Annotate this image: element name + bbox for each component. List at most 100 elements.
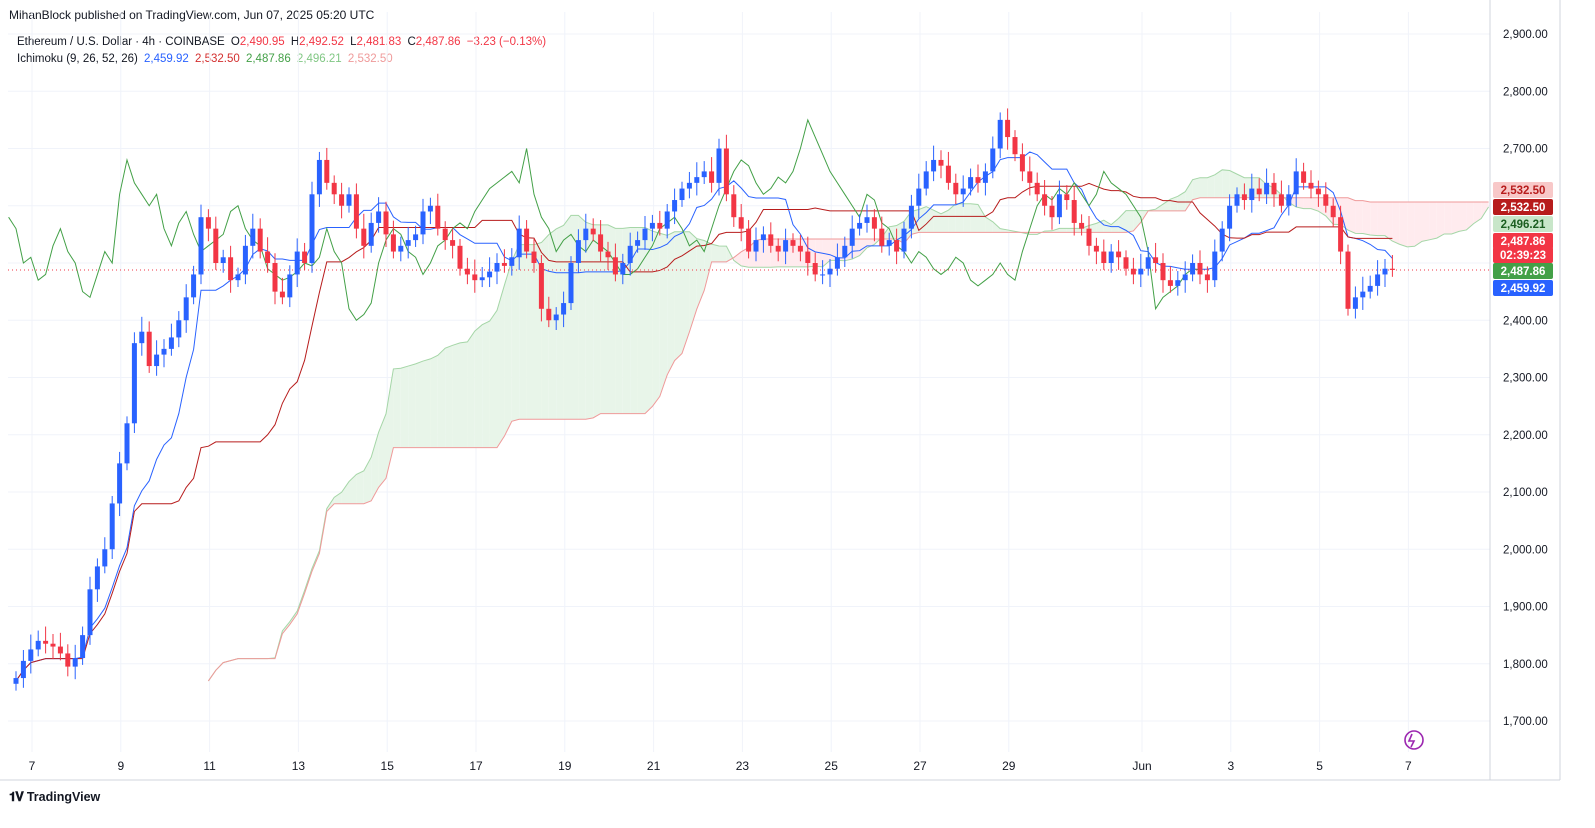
candle-body (102, 549, 108, 567)
y-tick-label: 1,900.00 (1503, 602, 1548, 614)
candle-body (205, 217, 211, 229)
leading-span-a-value: 2,496.21 (296, 53, 342, 65)
x-tick-label: 17 (469, 759, 483, 773)
x-tick-label: 7 (29, 759, 36, 773)
high-label: H (290, 36, 300, 48)
close-value: 2,487.86 (415, 36, 461, 48)
x-tick-label: 15 (381, 759, 395, 773)
candle-body (612, 257, 618, 275)
cloud-segment (415, 361, 423, 448)
symbol-legend-row[interactable]: Ethereum / U.S. Dollar · 4h · COINBASE O… (17, 34, 549, 51)
cloud-segment (349, 474, 357, 504)
cloud-segment (711, 244, 719, 262)
brand-name: TradingView (26, 790, 101, 804)
candle-body (879, 228, 885, 246)
candle-body (109, 503, 115, 550)
candle-body (1234, 194, 1240, 206)
candle-body (731, 194, 737, 218)
cloud-segment (652, 231, 660, 407)
cloud-segment (1296, 197, 1304, 209)
candle-body (583, 228, 589, 241)
candle-body (435, 205, 441, 229)
cloud-segment (1170, 196, 1178, 211)
conversion-line-value: 2,459.92 (144, 53, 189, 65)
cloud-segment (474, 324, 483, 448)
cloud-segment (1207, 174, 1215, 198)
tradingview-branding[interactable]: 𝟏𝐕 TradingView (9, 789, 100, 805)
cloud-segment (1066, 228, 1075, 233)
cloud-segment (689, 231, 697, 332)
lagging-span-line (8, 118, 1201, 321)
cloud-segment (1059, 228, 1067, 233)
candle-body (1249, 188, 1255, 201)
cloud-segment (1163, 199, 1171, 211)
candle-body (183, 297, 189, 321)
candle-body (516, 228, 522, 258)
cloud-segment (430, 355, 438, 448)
ichimoku-legend-row[interactable]: Ichimoku (9, 26, 52, 26) 2,459.92 2,532.… (17, 51, 549, 68)
candle-body (1204, 274, 1210, 281)
cloud-segment (356, 470, 364, 504)
y-tick-label: 2,200.00 (1503, 430, 1548, 442)
x-tick-label: 11 (203, 759, 216, 773)
conversion-line (15, 151, 1393, 682)
candle-body (413, 234, 419, 241)
x-tick-label: 13 (292, 759, 306, 773)
price-labels: 2,532.50 2,532.50 2,496.21 2,487.86 02:39:23… (1493, 182, 1553, 296)
cloud-segment (1185, 179, 1193, 211)
cloud-segment (1377, 202, 1385, 236)
candle-body (886, 240, 892, 246)
candle-body (820, 274, 826, 276)
price-label-text: 2,532.50 (1501, 185, 1546, 197)
candle-body (398, 245, 404, 252)
candle-body (1056, 194, 1062, 218)
candle-body (420, 211, 426, 235)
candle-body (871, 217, 877, 229)
cloud-segment (889, 225, 897, 239)
y-tick-label: 1,700.00 (1503, 716, 1548, 728)
y-tick-label: 2,800.00 (1503, 86, 1548, 98)
price-label-text: 02:39:23 (1500, 250, 1546, 262)
candle-body (760, 234, 766, 241)
cloud-segment (437, 348, 446, 448)
cloud-segment (504, 260, 512, 437)
candle-body (1064, 194, 1070, 201)
cloud-segment (1126, 210, 1134, 233)
indicator-label[interactable]: Ichimoku (9, 26, 52, 26) (17, 53, 138, 65)
cloud-segment (1362, 200, 1371, 235)
candle-body (1264, 182, 1270, 195)
candle-body (176, 320, 182, 338)
candle-body (1315, 188, 1321, 195)
candle-body (649, 222, 655, 229)
cloud-segment (1214, 169, 1223, 198)
x-tick-label: 7 (1405, 759, 1412, 773)
cloud-segment (1422, 202, 1430, 242)
candle-body (990, 148, 996, 172)
candle-body (487, 271, 493, 278)
candle-body (1019, 154, 1025, 172)
published-text: MihanBlock published on TradingView.com,… (9, 8, 375, 22)
price-label-bg (1493, 247, 1553, 263)
candle-body (1012, 137, 1018, 155)
candle-body (1175, 280, 1181, 286)
candle-body (598, 234, 604, 252)
x-tick-label: 5 (1316, 759, 1323, 773)
candle-body (472, 274, 478, 281)
cloud-segment (341, 481, 349, 504)
candle-body (1079, 222, 1085, 229)
candle-body (1182, 274, 1188, 281)
candle-body (1345, 251, 1351, 309)
cloud-segment (423, 358, 431, 448)
cloud-segment (511, 244, 520, 422)
candle-body (797, 245, 803, 252)
candle-body (13, 678, 19, 684)
candle-body (450, 240, 456, 246)
candle-body (1360, 291, 1366, 298)
candle-body (908, 205, 914, 229)
cloud-segment (1133, 210, 1141, 231)
candle-body (368, 222, 374, 246)
candle-body (1049, 205, 1055, 218)
cloud-segment (1414, 202, 1422, 247)
candle-body (1116, 251, 1122, 258)
